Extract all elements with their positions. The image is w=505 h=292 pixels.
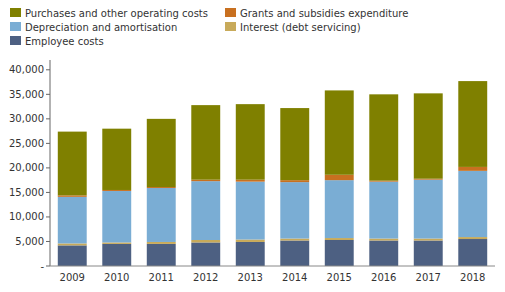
x-tick-label: 2015: [327, 272, 352, 283]
x-tick-label: 2017: [416, 272, 441, 283]
x-tick-label: 2018: [460, 272, 485, 283]
bar-segment: [280, 240, 309, 266]
bar-segment: [147, 119, 176, 187]
bar-segment: [325, 180, 354, 238]
bar-segment: [414, 180, 443, 239]
bar-segment: [414, 239, 443, 241]
bar-segment: [458, 167, 487, 171]
y-tick-label: 35,000: [9, 89, 44, 100]
bar-segment: [458, 239, 487, 266]
bar-segment: [147, 242, 176, 244]
legend-swatch: [10, 8, 21, 17]
bar-segment: [325, 175, 354, 180]
bar-segment: [369, 240, 398, 266]
legend-swatch: [10, 36, 21, 45]
y-tick-label: 15,000: [9, 187, 44, 198]
bar-segment: [369, 239, 398, 241]
y-axis-line: [50, 60, 51, 266]
y-tick: [46, 118, 50, 119]
bar-segment: [58, 197, 87, 244]
x-tick-label: 2014: [282, 272, 307, 283]
legend-label: Purchases and other operating costs: [25, 8, 208, 19]
bar-segment: [102, 191, 131, 243]
bar-segment: [191, 181, 220, 240]
legend-label: Interest (debt servicing): [240, 22, 361, 33]
y-tick: [46, 94, 50, 95]
y-tick: [46, 143, 50, 144]
bar-segment: [280, 239, 309, 241]
x-tick-label: 2012: [193, 272, 218, 283]
legend-label: Grants and subsidies expenditure: [240, 8, 408, 19]
bar-segment: [458, 81, 487, 167]
bar-segment: [369, 182, 398, 239]
bar-segment: [191, 105, 220, 180]
bar-segment: [58, 245, 87, 266]
bar-segment: [414, 240, 443, 266]
bar-segment: [369, 94, 398, 180]
y-tick-label: 5,000: [15, 236, 44, 247]
bar-segment: [414, 93, 443, 178]
y-tick: [46, 192, 50, 193]
legend-swatch: [225, 22, 236, 31]
bar-segment: [236, 240, 265, 242]
x-tick-label: 2013: [238, 272, 263, 283]
bar-segment: [236, 242, 265, 266]
bar-segment: [325, 90, 354, 174]
x-axis-line: [50, 266, 495, 267]
bars: [58, 81, 487, 266]
x-axis: 2009 2010 2011 2012 2013 2014 2015 2016 2017 2018: [50, 266, 495, 283]
y-tick-label: 10,000: [9, 211, 44, 222]
legend-label: Employee costs: [25, 36, 104, 47]
x-tick-label: 2011: [149, 272, 174, 283]
bar-segment: [325, 238, 354, 240]
bar-segment: [458, 237, 487, 239]
bar-segment: [58, 132, 87, 196]
bar-segment: [102, 244, 131, 266]
bar-segment: [280, 180, 309, 182]
bar-segment: [58, 195, 87, 196]
y-tick-label: 30,000: [9, 113, 44, 124]
bar-segment: [236, 182, 265, 240]
bar-segment: [191, 180, 220, 181]
y-tick: [46, 241, 50, 242]
bar-segment: [280, 182, 309, 238]
bar-segment: [102, 129, 131, 190]
y-tick: [46, 69, 50, 70]
legend: Purchases and other operating costs Grant…: [10, 8, 408, 47]
x-tick-label: 2016: [371, 272, 396, 283]
legend-label: Depreciation and amortisation: [25, 22, 177, 33]
y-tick-label: 40,000: [9, 64, 44, 75]
y-tick: [46, 167, 50, 168]
y-tick: [46, 216, 50, 217]
x-tick-label: 2009: [60, 272, 85, 283]
bar-segment: [280, 108, 309, 180]
y-tick: [46, 266, 50, 267]
bar-segment: [325, 240, 354, 266]
legend-swatch: [225, 8, 236, 17]
bar-segment: [58, 243, 87, 245]
bar-segment: [191, 240, 220, 242]
legend-swatch: [10, 22, 21, 31]
x-tick-label: 2010: [104, 272, 129, 283]
bar-segment: [236, 104, 265, 180]
bar-segment: [236, 180, 265, 182]
bar-segment: [147, 188, 176, 242]
y-tick-label: 20,000: [9, 162, 44, 173]
bar-segment: [458, 171, 487, 237]
y-tick-label: 25,000: [9, 138, 44, 149]
y-axis: - 5,000 10,000 15,000 20,000 25,000 30,000 35,0…: [9, 60, 50, 272]
bar-segment: [102, 242, 131, 243]
y-tick-label: -: [40, 261, 44, 272]
bar-segment: [191, 242, 220, 266]
bar-segment: [147, 244, 176, 266]
chart: - 5,000 10,000 15,000 20,000 25,000 30,000 35,0…: [0, 0, 505, 292]
